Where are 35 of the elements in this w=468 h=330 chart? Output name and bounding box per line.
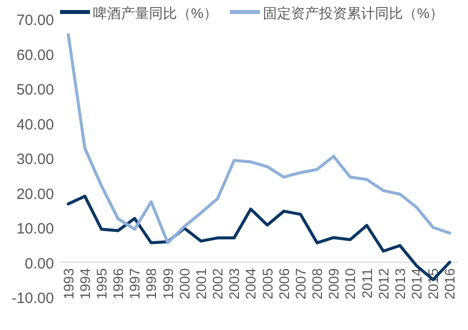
x-tick-label: 2007 [292,268,308,300]
x-tick-label: 2006 [276,268,292,300]
x-tick-label: 1999 [160,268,176,300]
x-tick-label: 2010 [342,268,358,300]
x-tick-label: 1995 [93,268,110,300]
x-tick-label: 2005 [259,268,276,300]
x-tick-label: 2014 [408,268,425,300]
x-tick-label: 1998 [143,268,160,300]
x-tick-label: 2001 [192,268,209,300]
y-tick-label: 20.00 [16,186,54,203]
x-tick-label: 1993 [60,268,76,300]
y-tick-label: 0.00 [24,255,54,272]
y-tick-label: 40.00 [16,116,54,134]
y-tick-label: 70.00 [16,12,54,29]
x-tick-label: 2003 [226,268,242,300]
x-tick-label: 1996 [110,268,126,300]
x-tick-label: 2002 [210,268,226,300]
y-tick-label: 10.00 [16,220,54,238]
legend-label: 啤酒产量同比（%） [93,5,218,21]
x-tick-label: 2009 [326,268,342,300]
line-series [66,33,452,244]
x-tick-label: 1997 [126,268,143,300]
y-tick-label: -10.00 [11,290,54,307]
legend-label: 固定资产投资累计同比（%） [263,5,444,21]
x-tick-label: 2013 [392,268,408,300]
x-tick-label: 2000 [176,268,192,300]
x-tick-label: 2004 [242,268,259,300]
y-tick-label: 60.00 [16,46,54,64]
x-tick-label: 2011 [358,268,375,298]
x-tick-label: 2012 [375,268,392,300]
x-tick-label: 1994 [76,268,93,300]
y-tick-label: 50.00 [16,82,54,98]
x-tick-label: 2016 [442,268,458,300]
x-tick-label: 2008 [309,268,326,300]
y-tick-label: 30.00 [16,151,54,168]
